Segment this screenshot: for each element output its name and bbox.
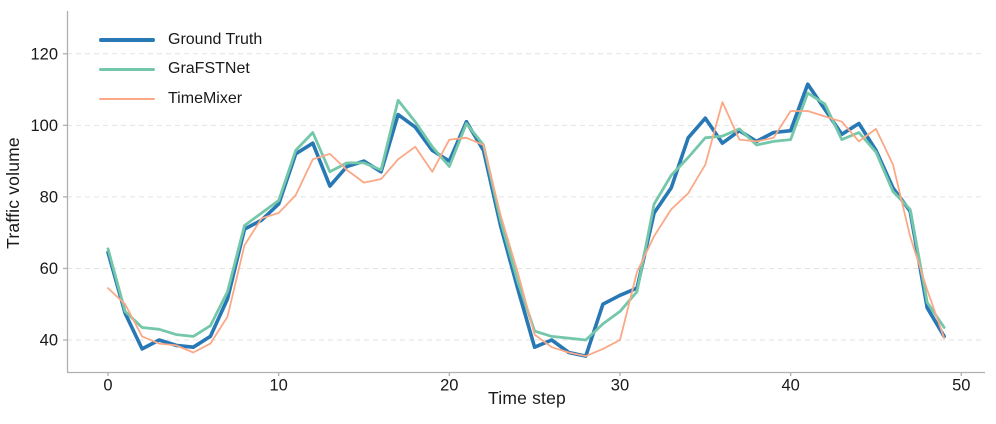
legend-label-grafstnet: GraFSTNet xyxy=(168,60,250,78)
legend-line-sample-timemixer xyxy=(99,97,155,100)
series-line-ground-truth xyxy=(106,82,947,358)
y-tick-label-80: 80 xyxy=(40,188,58,206)
legend-line-sample-grafstnet xyxy=(99,67,155,71)
legend-label-ground-truth: Ground Truth xyxy=(168,30,263,48)
y-tick-label-60: 60 xyxy=(40,260,58,278)
y-axis-title: Traffic volume xyxy=(3,137,23,249)
series-line-timemixer xyxy=(107,101,946,358)
y-tick-label-100: 100 xyxy=(30,117,58,135)
chart-legend: Ground Truth GraFSTNet TimeMixer xyxy=(99,25,262,114)
legend-line-sample-ground-truth xyxy=(99,37,155,42)
legend-item-ground-truth: Ground Truth xyxy=(99,25,262,55)
legend-label-timemixer: TimeMixer xyxy=(168,89,243,107)
x-tick-label-0: 0 xyxy=(103,377,112,395)
x-axis-title: Time step xyxy=(488,388,566,408)
legend-item-grafstnet: GraFSTNet xyxy=(99,55,262,85)
x-tick-label-20: 20 xyxy=(440,377,458,395)
y-tick-label-40: 40 xyxy=(40,332,58,350)
x-tick-label-50: 50 xyxy=(952,377,970,395)
x-tick-label-40: 40 xyxy=(781,377,799,395)
x-tick-label-10: 10 xyxy=(269,377,287,395)
x-tick-label-30: 30 xyxy=(611,377,629,395)
y-tick-label-120: 120 xyxy=(30,45,58,63)
legend-item-timemixer: TimeMixer xyxy=(99,84,262,114)
